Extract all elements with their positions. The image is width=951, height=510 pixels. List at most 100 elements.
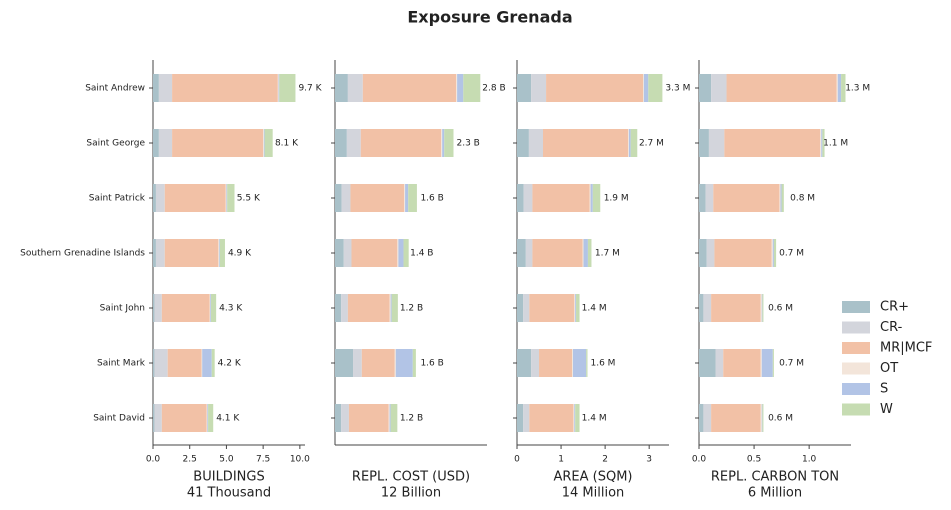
y-tick-label: Saint Patrick (89, 194, 146, 204)
bar-segment (154, 404, 162, 432)
bar-segment (412, 349, 416, 377)
bar-segment (218, 239, 220, 267)
bar-segment (761, 294, 763, 322)
bar-segment (277, 74, 279, 102)
bar-segment (703, 294, 712, 322)
legend-swatch (842, 301, 870, 313)
bar-segment (390, 404, 398, 432)
bar-segment (335, 129, 347, 157)
bar-segment (346, 129, 361, 157)
total-label: 1.3 M (845, 84, 870, 94)
x-tick-label: 1.0 (802, 455, 817, 465)
total-label: 0.8 M (790, 194, 815, 204)
total-label: 1.2 B (400, 304, 423, 314)
bar-segment (699, 129, 709, 157)
bar-segment (263, 129, 264, 157)
x-axis-label: 12 Billion (381, 486, 441, 501)
x-axis-label: AREA (SQM) (553, 470, 632, 485)
bar-segment (341, 294, 348, 322)
bar-segment (523, 184, 533, 212)
bar-segment (390, 294, 392, 322)
bar-segment (172, 129, 264, 157)
bar-segment (225, 184, 227, 212)
x-axis-label: 6 Million (748, 486, 802, 501)
x-tick-label: 0 (514, 455, 520, 465)
bar-segment (705, 184, 714, 212)
bar-segment (219, 239, 225, 267)
bar-segment (531, 74, 547, 102)
bar-segment (592, 184, 601, 212)
bar-segment (532, 184, 590, 212)
bar-segment (227, 184, 235, 212)
bar-segment (444, 129, 454, 157)
legend-swatch (842, 362, 870, 375)
bar-segment (781, 184, 784, 212)
bar-segment (760, 294, 762, 322)
bar-segment (441, 129, 443, 157)
bar-segment (341, 184, 351, 212)
bar-segment (699, 184, 706, 212)
bar-segment (164, 184, 226, 212)
bar-segment (153, 74, 159, 102)
bar-segment (341, 404, 349, 432)
y-tick-label: Saint Andrew (85, 84, 145, 94)
bar-segment (517, 239, 526, 267)
bar-segment (643, 74, 644, 102)
total-label: 3.3 M (665, 84, 690, 94)
total-label: 9.7 K (298, 84, 322, 94)
total-label: 4.9 K (228, 249, 252, 259)
bar-segment (837, 74, 842, 102)
bar-segment (219, 239, 220, 267)
x-tick-label: 0.0 (146, 455, 161, 465)
bar-segment (517, 74, 532, 102)
bar-segment (154, 349, 168, 377)
bar-segment (517, 404, 524, 432)
bar-segment (161, 404, 207, 432)
x-tick-label: 0.0 (692, 455, 707, 465)
bar-segment (587, 239, 592, 267)
bar-segment (760, 349, 762, 377)
bar-segment (362, 74, 457, 102)
total-label: 0.7 M (779, 249, 804, 259)
bar-segment (202, 349, 212, 377)
bar-segment (348, 404, 389, 432)
x-tick-label: 10.0 (290, 455, 310, 465)
bar-segment (463, 74, 481, 102)
bar-segment (278, 74, 280, 102)
bar-segment (528, 129, 543, 157)
bar-segment (153, 184, 156, 212)
bar-segment (699, 294, 704, 322)
bar-segment (708, 129, 725, 157)
legend-label: OT (880, 361, 898, 376)
bar-segment (699, 404, 704, 432)
bar-segment (546, 74, 644, 102)
bar-segment (772, 239, 774, 267)
x-axis-label: 14 Million (562, 486, 625, 501)
bar-segment (347, 294, 390, 322)
bar-segment (211, 294, 217, 322)
bar-segment (715, 349, 724, 377)
bar-segment (529, 294, 575, 322)
total-label: 1.6 B (420, 359, 443, 369)
bar-segment (820, 129, 822, 157)
bar-segment (361, 349, 395, 377)
total-label: 4.3 K (219, 304, 243, 314)
bar-segment (643, 74, 649, 102)
bar-segment (523, 294, 530, 322)
bar-segment (711, 294, 761, 322)
chart-title: Exposure Grenada (407, 8, 572, 27)
bar-segment (572, 349, 587, 377)
bar-segment (711, 74, 727, 102)
bar-segment (335, 239, 344, 267)
total-label: 1.6 B (420, 194, 443, 204)
bar-segment (335, 404, 342, 432)
bar-segment (517, 294, 524, 322)
bar-segment (158, 129, 173, 157)
bar-segment (153, 294, 155, 322)
legend-swatch (842, 383, 870, 395)
bar-segment (347, 74, 363, 102)
bar-segment (172, 74, 278, 102)
bar-segment (335, 184, 342, 212)
bar-segment (576, 294, 580, 322)
x-axis-label: REPL. COST (USD) (352, 470, 470, 485)
